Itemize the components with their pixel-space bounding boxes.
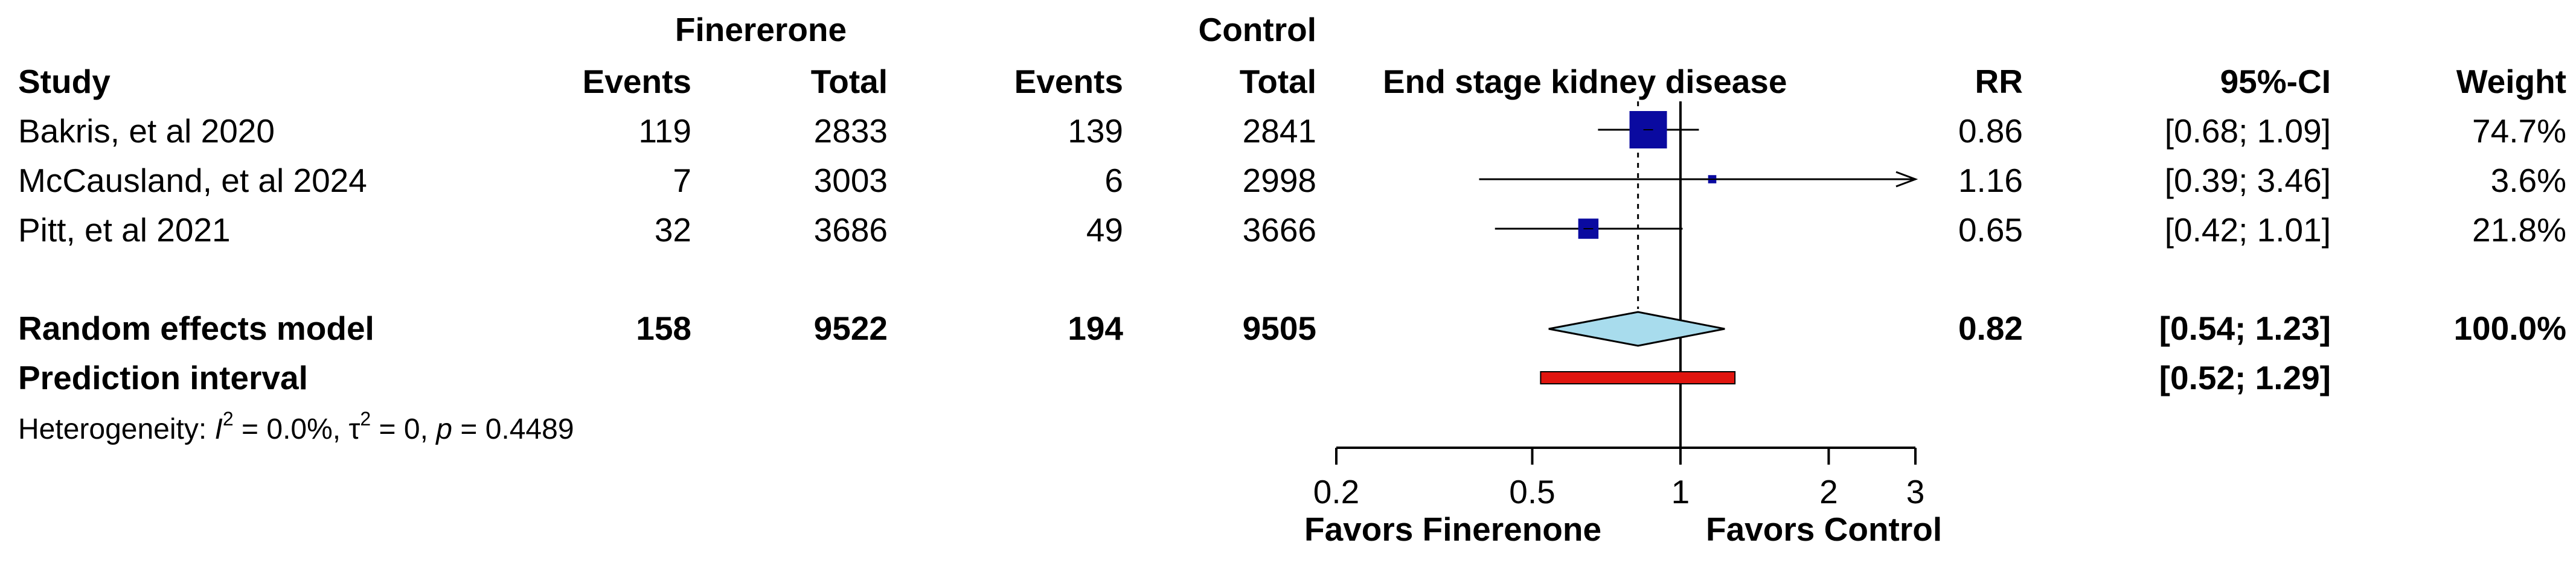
study-name: Bakris, et al 2020 <box>18 112 275 150</box>
favors-left-label: Favors Finerenone <box>1304 511 1602 548</box>
study-events2: 49 <box>1086 211 1123 249</box>
heterogeneity-tau-value: = 0, <box>371 413 437 445</box>
model-ci: [0.54; 1.23] <box>2159 310 2331 347</box>
model-events1: 158 <box>636 310 691 347</box>
events1-header: Events <box>582 63 691 100</box>
study-header: Study <box>18 63 111 100</box>
study-events1: 32 <box>654 211 691 249</box>
group2-header: Control <box>1198 11 1316 48</box>
study-weight: 21.8% <box>2472 211 2566 249</box>
model-weight: 100.0% <box>2453 310 2566 347</box>
study-rr: 0.86 <box>1958 112 2023 150</box>
x-axis-tick-label: 3 <box>1906 473 1925 511</box>
study-total1: 3686 <box>813 211 888 249</box>
total1-header: Total <box>810 63 888 100</box>
favors-right-label: Favors Control <box>1706 511 1943 548</box>
study-events2: 6 <box>1104 162 1123 199</box>
heterogeneity-p-symbol: p <box>436 413 452 445</box>
prediction-interval-bar <box>1540 371 1736 384</box>
outcome-header: End stage kidney disease <box>1383 63 1787 100</box>
model-total1: 9522 <box>813 310 888 347</box>
study-rr: 1.16 <box>1958 162 2023 199</box>
model-rr: 0.82 <box>1958 310 2023 347</box>
heterogeneity-p-value: = 0.4489 <box>452 413 574 445</box>
total2-header: Total <box>1239 63 1316 100</box>
pooled-diamond <box>1548 311 1725 347</box>
x-axis-tick-label: 0.5 <box>1509 473 1555 511</box>
study-total2: 3666 <box>1242 211 1316 249</box>
group1-header: Finererone <box>674 11 847 48</box>
study-total1: 3003 <box>813 162 888 199</box>
study-events1: 7 <box>673 162 691 199</box>
study-ci: [0.68; 1.09] <box>2164 112 2331 150</box>
study-total2: 2841 <box>1242 112 1316 150</box>
study-ci: [0.39; 3.46] <box>2164 162 2331 199</box>
study-name: Pitt, et al 2021 <box>18 211 231 249</box>
x-axis-tick-label: 2 <box>1819 473 1838 511</box>
study-name: McCausland, et al 2024 <box>18 162 367 199</box>
study-events1: 119 <box>638 112 691 150</box>
prediction-ci: [0.52; 1.29] <box>2159 359 2331 396</box>
model-total2: 9505 <box>1242 310 1316 347</box>
x-axis-tick-label: 0.2 <box>1313 473 1359 511</box>
heterogeneity-i2-symbol: I <box>214 413 223 445</box>
heterogeneity-prefix: Heterogeneity: <box>18 413 215 445</box>
study-events2: 139 <box>1068 112 1123 150</box>
weight-header: Weight <box>2456 63 2566 100</box>
study-total2: 2998 <box>1242 162 1316 199</box>
x-axis-tick-label: 1 <box>1671 473 1690 511</box>
ci-arrow <box>1895 171 1918 188</box>
model-label: Random effects model <box>18 310 374 347</box>
events2-header: Events <box>1014 63 1123 100</box>
study-weight: 74.7% <box>2472 112 2566 150</box>
heterogeneity-i2-value: = 0.0%, <box>233 413 349 445</box>
study-rr: 0.65 <box>1958 211 2023 249</box>
study-ci: [0.42; 1.01] <box>2164 211 2331 249</box>
ci-header: 95%-CI <box>2220 63 2331 100</box>
study-total1: 2833 <box>813 112 888 150</box>
study-weight: 3.6% <box>2490 162 2566 199</box>
prediction-label: Prediction interval <box>18 359 308 396</box>
model-events2: 194 <box>1068 310 1123 347</box>
heterogeneity-tau-symbol: τ <box>348 413 360 445</box>
rr-header: RR <box>1975 63 2023 100</box>
heterogeneity-text: Heterogeneity: I2 = 0.0%, τ2 = 0, p = 0.… <box>18 408 574 445</box>
